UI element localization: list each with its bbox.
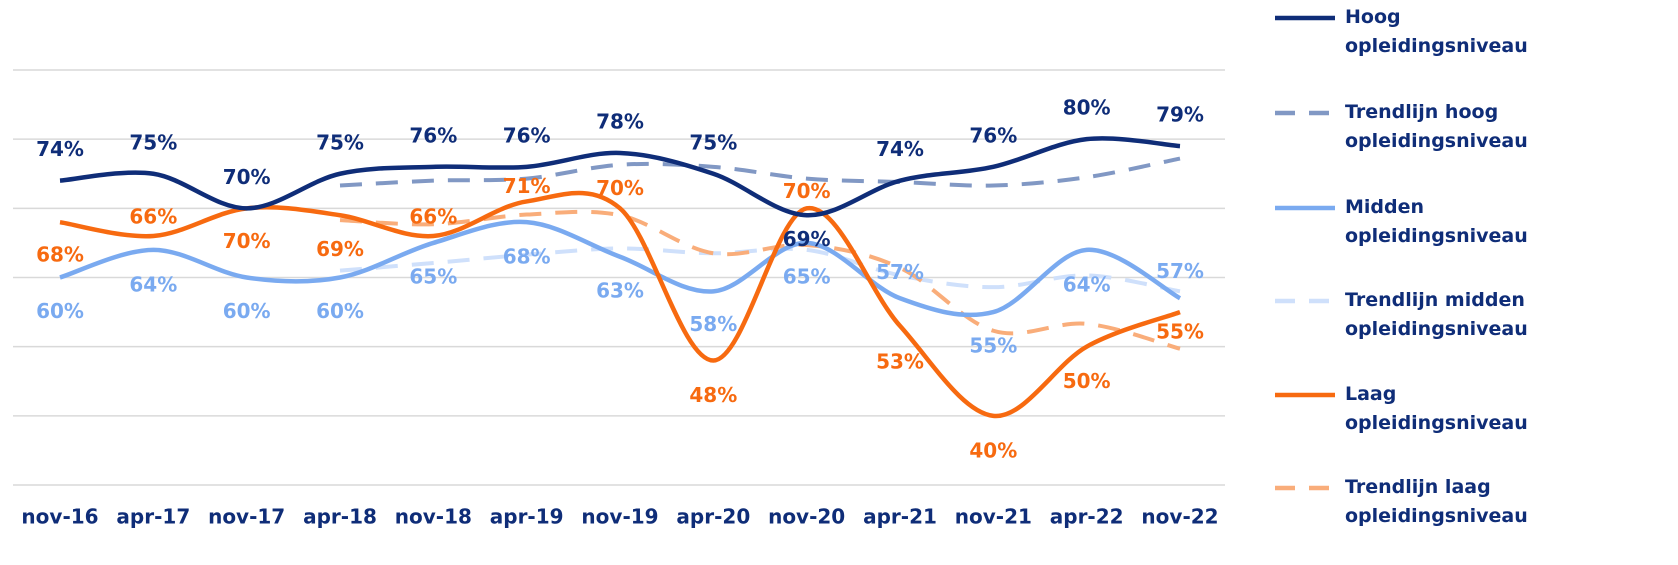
data-label: 63% bbox=[596, 278, 644, 302]
data-label: 57% bbox=[1156, 259, 1204, 283]
legend-label: Trendlijn laag opleidingsniveau bbox=[1345, 476, 1528, 527]
data-label: 50% bbox=[1063, 369, 1111, 393]
data-label: 66% bbox=[129, 205, 177, 229]
x-tick-label: apr-17 bbox=[116, 505, 190, 529]
data-label: 60% bbox=[36, 299, 84, 323]
data-label: 68% bbox=[36, 243, 84, 267]
data-label: 70% bbox=[596, 176, 644, 200]
data-label: 65% bbox=[783, 264, 831, 288]
data-label: 68% bbox=[503, 245, 551, 269]
data-label: 70% bbox=[223, 229, 271, 253]
data-label: 74% bbox=[876, 137, 924, 161]
data-label: 75% bbox=[316, 130, 364, 154]
legend-label: Hoog opleidingsniveau bbox=[1345, 6, 1528, 57]
x-tick-label: nov-16 bbox=[21, 505, 98, 529]
x-tick-label: nov-22 bbox=[1141, 505, 1218, 529]
data-label: 65% bbox=[409, 264, 457, 288]
legend-label: Trendlijn midden opleidingsniveau bbox=[1345, 289, 1528, 340]
legend-label: Laag opleidingsniveau bbox=[1345, 383, 1528, 434]
series-line bbox=[339, 156, 1181, 188]
data-label: 69% bbox=[316, 237, 364, 261]
data-label: 60% bbox=[223, 299, 271, 323]
x-tick-label: apr-18 bbox=[303, 505, 377, 529]
data-label: 76% bbox=[503, 123, 551, 147]
data-label: 55% bbox=[969, 334, 1017, 358]
data-label: 66% bbox=[409, 205, 457, 229]
x-tick-label: nov-17 bbox=[208, 505, 285, 529]
x-tick-label: apr-21 bbox=[863, 505, 937, 529]
data-label: 69% bbox=[783, 227, 831, 251]
data-label: 70% bbox=[783, 179, 831, 203]
x-tick-label: nov-20 bbox=[768, 505, 845, 529]
data-label: 48% bbox=[689, 383, 737, 407]
data-label: 75% bbox=[689, 130, 737, 154]
data-label: 79% bbox=[1156, 103, 1204, 127]
data-label: 70% bbox=[223, 165, 271, 189]
series-line bbox=[59, 219, 1182, 318]
data-label: 76% bbox=[409, 123, 457, 147]
data-label: 58% bbox=[689, 312, 737, 336]
data-label: 75% bbox=[129, 130, 177, 154]
data-label: 64% bbox=[129, 272, 177, 296]
data-label: 64% bbox=[1063, 272, 1111, 296]
data-label: 40% bbox=[969, 438, 1017, 462]
legend-label: Midden opleidingsniveau bbox=[1345, 196, 1528, 247]
x-tick-label: apr-20 bbox=[676, 505, 750, 529]
data-label: 80% bbox=[1063, 96, 1111, 120]
legend-label: Trendlijn hoog opleidingsniveau bbox=[1345, 101, 1528, 152]
data-label: 74% bbox=[36, 137, 84, 161]
x-tick-label: nov-18 bbox=[395, 505, 472, 529]
data-label: 57% bbox=[876, 260, 924, 284]
data-label: 55% bbox=[1156, 320, 1204, 344]
series-line bbox=[59, 136, 1181, 218]
data-label: 78% bbox=[596, 110, 644, 134]
data-label: 76% bbox=[969, 123, 1017, 147]
data-label: 71% bbox=[503, 174, 551, 198]
x-tick-label: apr-22 bbox=[1050, 505, 1124, 529]
x-tick-label: nov-21 bbox=[955, 505, 1032, 529]
x-tick-label: apr-19 bbox=[490, 505, 564, 529]
data-label: 53% bbox=[876, 349, 924, 373]
data-label: 60% bbox=[316, 299, 364, 323]
x-tick-label: nov-19 bbox=[581, 505, 658, 529]
